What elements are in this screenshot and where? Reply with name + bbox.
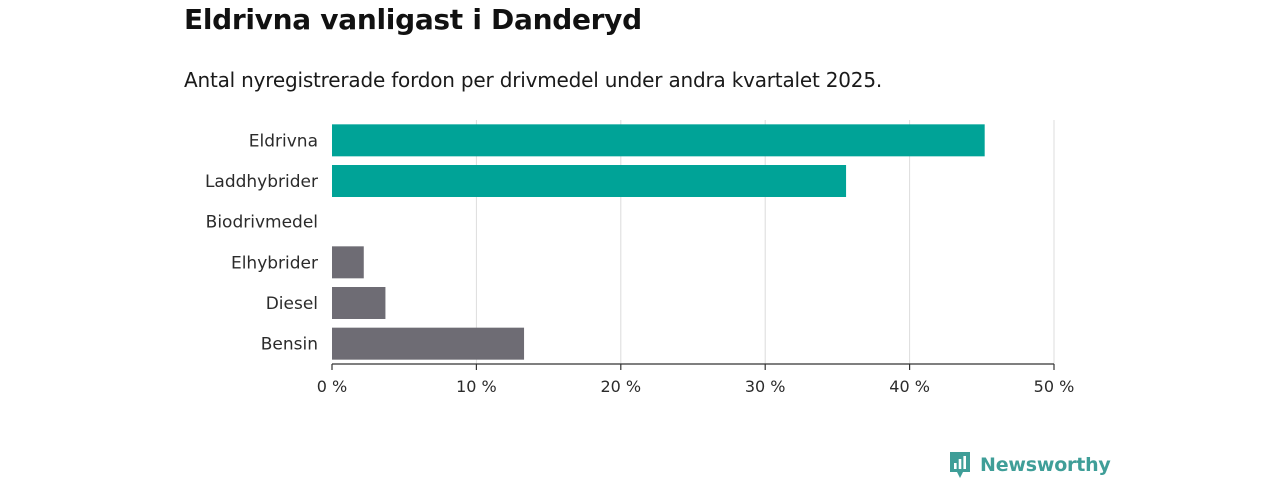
x-tick-label: 50 % [1034, 377, 1075, 396]
brand-logo: Newsworthy [948, 450, 1111, 480]
bar-bensin [332, 327, 525, 360]
category-label: Biodrivmedel [206, 213, 318, 233]
category-label: Elhybrider [231, 253, 318, 273]
x-tick-label: 10 % [456, 377, 497, 396]
bar-eldrivna [332, 124, 985, 157]
category-labels: Eldrivna Laddhybrider Biodrivmedel Elhybrid… [205, 131, 318, 354]
bar-elhybrider [332, 246, 364, 279]
x-tick-label: 20 % [600, 377, 641, 396]
x-tick-label: 40 % [889, 377, 930, 396]
bars [332, 124, 985, 360]
chart-subtitle: Antal nyregistrerade fordon per drivmede… [184, 68, 883, 92]
bar-laddhybrider [332, 165, 847, 197]
category-label: Eldrivna [249, 131, 318, 151]
newsworthy-logo-icon [950, 452, 970, 478]
category-label: Bensin [261, 335, 318, 355]
brand-name: Newsworthy [980, 454, 1111, 476]
x-axis: 0 % 10 % 20 % 30 % 40 % 50 % [317, 363, 1075, 396]
bar-chart: Eldrivna Laddhybrider Biodrivmedel Elhybrid… [205, 120, 1075, 396]
gridlines [475, 120, 1055, 364]
category-label: Laddhybrider [205, 172, 318, 192]
x-tick-label: 0 % [317, 377, 347, 396]
category-label: Diesel [266, 294, 318, 314]
chart-title: Eldrivna vanligast i Danderyd [184, 3, 642, 36]
bar-diesel [332, 287, 386, 319]
x-tick-label: 30 % [745, 377, 786, 396]
